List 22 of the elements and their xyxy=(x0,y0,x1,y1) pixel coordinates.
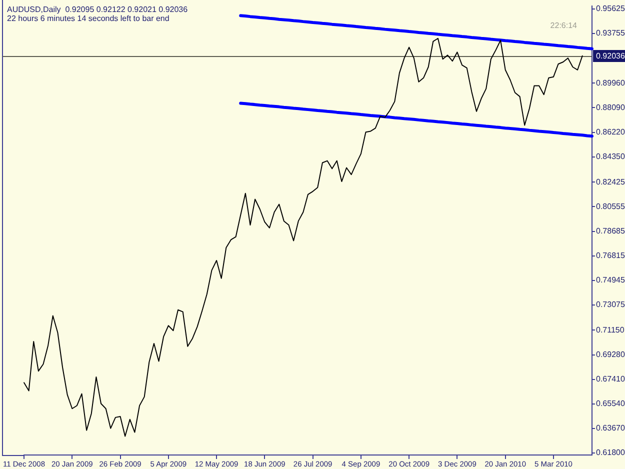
y-tick-label: 0.86220 xyxy=(596,127,625,136)
y-tick-label: 0.73075 xyxy=(596,300,625,310)
y-tick-label: 0.65540 xyxy=(596,399,625,408)
y-tick-label: 0.74945 xyxy=(596,276,625,285)
annotation: 22:6:14 xyxy=(550,21,578,30)
y-tick-label: 0.63670 xyxy=(596,424,625,433)
y-tick-label: 0.93755 xyxy=(596,28,625,38)
text: 22 hours 6 minutes 14 seconds left to bar end xyxy=(7,14,170,24)
y-tick-label: 0.88090 xyxy=(596,102,625,112)
y-tick-label: 0.71150 xyxy=(596,325,625,334)
y-tick-label: 0.82425 xyxy=(596,177,625,186)
y-tick-label: 0.76815 xyxy=(596,251,625,260)
y-tick-label: 0.80555 xyxy=(596,202,625,211)
y-tick-label: 0.84350 xyxy=(596,152,625,162)
y-tick-label: 0.69280 xyxy=(596,350,625,359)
ref-line-label: 0.92036 xyxy=(596,52,625,61)
y-tick-label: 0.95625 xyxy=(596,4,625,13)
y-tick-label: 0.78685 xyxy=(596,226,625,236)
y-tick-label: 0.61800 xyxy=(596,448,625,458)
chart-title: AUDUSD,Daily 0.92095 0.92122 0.92021 0.92036 xyxy=(7,5,188,14)
y-tick-label: 0.89960 xyxy=(596,78,625,88)
y-tick-label: 0.67410 xyxy=(596,374,625,384)
